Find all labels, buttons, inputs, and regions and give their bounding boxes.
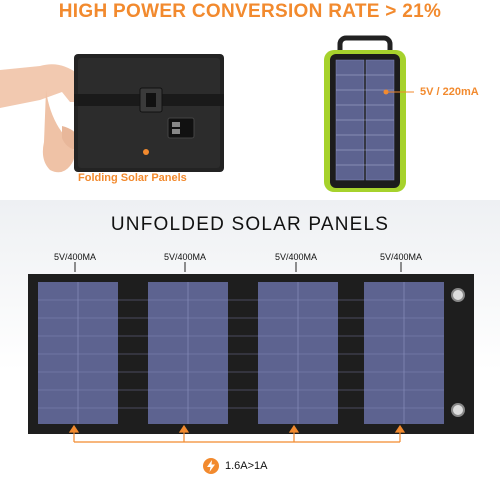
panel-spec-3: 5V/400MA	[274, 252, 318, 262]
power-bank-label: 5V / 220mA	[420, 86, 479, 98]
folded-panel-illustration	[0, 54, 224, 173]
unfolded-title: UNFOLDED SOLAR PANELS	[110, 214, 390, 235]
headline: HIGH POWER CONVERSION RATE > 21%	[58, 1, 442, 22]
unfolded-section: UNFOLDED SOLAR PANELS 5V/400MA 5V/400MA …	[0, 200, 500, 485]
lightning-icon	[203, 458, 219, 474]
output-current: 1.6A>1A	[203, 458, 268, 474]
panel-spec-4: 5V/400MA	[379, 252, 423, 262]
panel-spec-2: 5V/400MA	[163, 252, 207, 262]
unfolded-panels-illustration	[28, 262, 474, 443]
power-bank-photo: 5V / 220mA	[268, 30, 500, 198]
folded-panel-photo: Folding Solar Panels	[0, 30, 262, 198]
power-bank-illustration	[324, 35, 414, 192]
folded-caption: Folding Solar Panels	[78, 172, 187, 184]
output-current-value: 1.6A>1A	[225, 460, 268, 472]
panel-spec-1: 5V/400MA	[53, 252, 97, 262]
